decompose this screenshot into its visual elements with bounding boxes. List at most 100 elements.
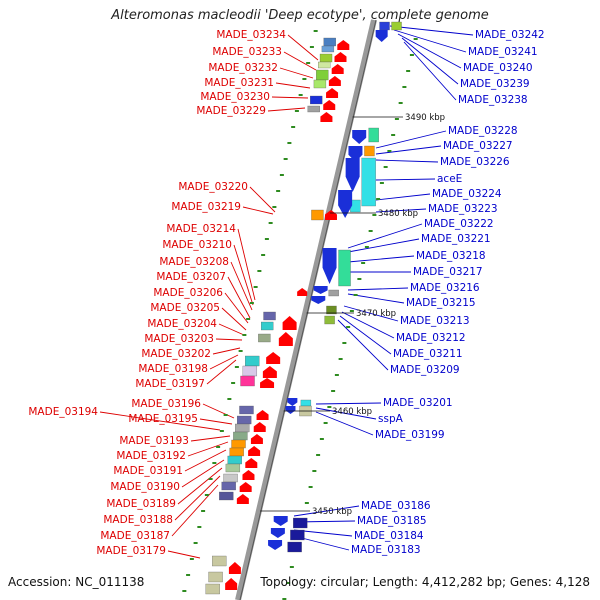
kbp-marker-label: 3460 kbp: [332, 407, 372, 417]
forward-gene-arrow: [323, 100, 336, 110]
reverse-gene-arrow: [270, 528, 285, 538]
gene-block: [239, 405, 254, 415]
left-leader-line: [167, 550, 201, 559]
gene-block: [240, 375, 255, 387]
kbp-marker-label: 3450 kbp: [312, 507, 352, 517]
left-gene-label: MADE_03191: [113, 465, 183, 477]
reverse-gene-arrow: [375, 30, 388, 42]
right-leader-line: [337, 319, 389, 371]
left-gene-label: MADE_03231: [204, 77, 274, 89]
gene-block: [319, 53, 333, 63]
right-gene-label: MADE_03216: [410, 282, 480, 294]
right-gene-label: MADE_03239: [460, 78, 530, 90]
gene-block: [328, 289, 339, 297]
left-gene-label: MADE_03207: [156, 271, 226, 283]
left-leader-line: [202, 403, 235, 419]
right-tick: [379, 182, 384, 184]
right-leader-line: [375, 145, 442, 155]
left-gene-labels: MADE_03234 MADE_03233 MADE_03232 MADE_03231…: [28, 29, 286, 557]
right-gene-label: MADE_03201: [383, 397, 453, 409]
forward-gene-arrow: [262, 366, 277, 378]
forward-gene-arrow: [278, 332, 293, 346]
forward-gene-arrow: [260, 378, 275, 388]
left-tick: [238, 350, 243, 352]
gene-block: [313, 79, 327, 89]
left-gene-label: MADE_03197: [135, 378, 205, 390]
left-leader-line: [279, 67, 314, 79]
gene-block: [212, 555, 227, 567]
right-tick: [346, 326, 351, 328]
right-tick: [357, 278, 362, 280]
gene-block: [208, 571, 223, 583]
forward-gene-arrow: [239, 482, 252, 492]
right-tick: [398, 102, 403, 104]
forward-gene-arrow: [297, 288, 308, 296]
left-leader-line: [215, 338, 243, 341]
gene-block: [391, 21, 402, 31]
gene-block: [231, 439, 246, 449]
left-gene-label: MADE_03210: [162, 239, 232, 251]
left-gene-label: MADE_03195: [128, 413, 198, 425]
left-tick: [264, 238, 269, 240]
right-gene-label: MADE_03241: [468, 46, 538, 58]
left-gene-label: MADE_03194: [28, 406, 98, 418]
left-tick: [223, 414, 228, 416]
gene-block: [245, 355, 260, 367]
forward-gene-arrow: [282, 316, 297, 330]
left-gene-label: MADE_03219: [171, 201, 241, 213]
gene-block: [293, 517, 308, 529]
right-tick: [409, 54, 414, 56]
forward-gene-arrow: [331, 64, 344, 74]
left-gene-label: MADE_03233: [212, 46, 282, 58]
right-tick: [372, 214, 377, 216]
left-leader-line: [221, 307, 247, 331]
right-tick: [394, 118, 399, 120]
left-gene-label: MADE_03220: [178, 181, 248, 193]
left-leader-line: [233, 244, 254, 306]
left-tick: [189, 558, 194, 560]
gene-features: [205, 21, 402, 595]
left-tick: [212, 462, 217, 464]
left-gene-label: MADE_03192: [116, 450, 186, 462]
left-tick: [302, 78, 307, 80]
left-tick: [193, 542, 198, 544]
right-tick: [361, 262, 366, 264]
right-tick: [402, 86, 407, 88]
gene-block: [290, 529, 305, 541]
reverse-gene-arrow: [352, 130, 367, 144]
right-leader-line: [347, 287, 409, 291]
gene-block: [324, 315, 335, 325]
left-tick: [298, 94, 303, 96]
left-leader-line: [184, 449, 227, 472]
kbp-markers: 3490 kbp 3480 kbp 3470 kbp 3460 kbp 3450 kbp: [260, 113, 445, 517]
left-gene-label: MADE_03234: [216, 29, 286, 41]
gene-block: [300, 399, 312, 407]
left-leader-line: [181, 459, 225, 488]
kbp-marker-label: 3490 kbp: [405, 113, 445, 123]
left-leader-line: [206, 359, 237, 385]
right-leader-line: [403, 41, 457, 101]
label-leader-lines: [99, 25, 474, 559]
right-leader-line: [375, 159, 439, 163]
forward-gene-arrow: [248, 446, 261, 456]
left-leader-line: [224, 292, 249, 324]
left-tick: [197, 526, 202, 528]
right-tick: [406, 70, 411, 72]
right-gene-label: MADE_03212: [396, 332, 466, 344]
left-leader-line: [177, 467, 223, 505]
right-gene-label: MADE_03186: [361, 500, 431, 512]
left-leader-line: [287, 34, 319, 61]
right-gene-label: MADE_03218: [416, 250, 486, 262]
right-gene-label: MADE_03242: [475, 29, 545, 41]
left-leader-line: [249, 186, 276, 213]
right-tick: [349, 310, 354, 312]
gene-block: [236, 415, 252, 425]
right-leader-line: [315, 402, 382, 405]
left-tick: [249, 302, 254, 304]
left-leader-line: [218, 323, 245, 336]
right-leader-line: [375, 208, 427, 213]
right-gene-label: MADE_03224: [432, 188, 502, 200]
gene-block: [227, 455, 242, 465]
gene-block: [223, 473, 238, 483]
